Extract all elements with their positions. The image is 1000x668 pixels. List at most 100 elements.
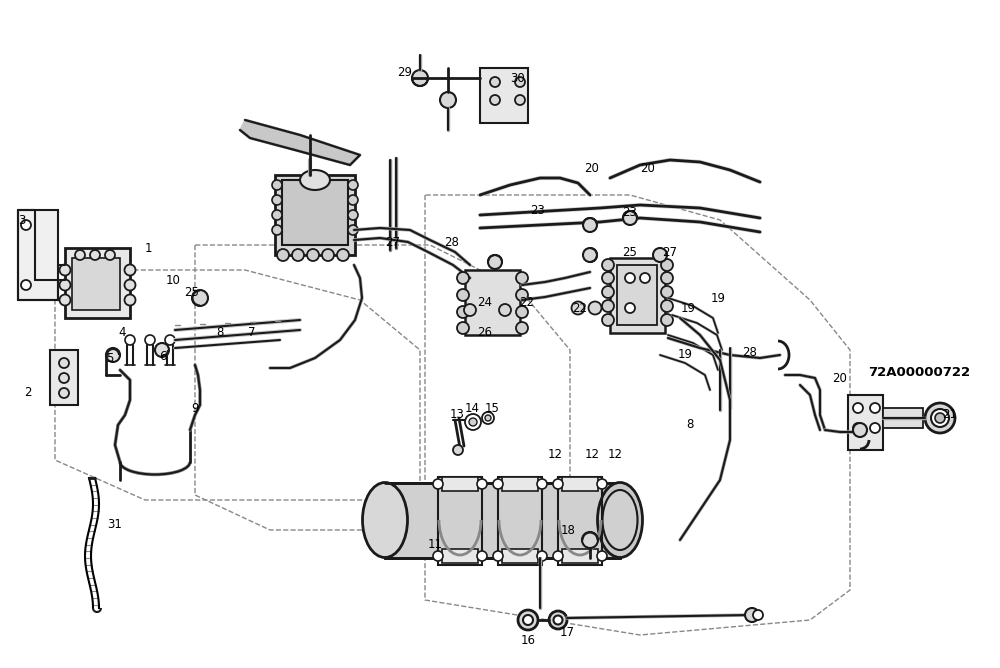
Circle shape [515,77,525,87]
Circle shape [453,445,463,455]
Circle shape [931,409,949,427]
Text: 29: 29 [398,67,413,79]
Bar [72,258,120,310]
Bar [65,248,130,318]
Circle shape [124,265,136,275]
Circle shape [60,279,70,291]
Circle shape [602,272,614,284]
Circle shape [625,273,635,283]
Circle shape [488,255,502,269]
Circle shape [21,280,31,290]
Circle shape [433,479,443,489]
Circle shape [661,314,673,326]
Ellipse shape [362,482,408,558]
Circle shape [515,95,525,105]
Circle shape [537,551,547,561]
Circle shape [277,249,289,261]
Circle shape [753,610,763,620]
Text: 7: 7 [248,325,256,339]
Circle shape [516,272,528,284]
Text: 25: 25 [623,246,637,259]
Text: 28: 28 [743,345,757,359]
Circle shape [457,306,469,318]
Circle shape [661,300,673,312]
Bar [558,477,602,565]
Circle shape [105,250,115,260]
Circle shape [853,423,867,437]
Text: 27: 27 [386,236,400,250]
Circle shape [588,301,602,315]
Circle shape [145,335,155,345]
Bar [502,549,538,563]
Circle shape [853,403,863,413]
Text: 21: 21 [942,409,958,422]
Text: 20: 20 [641,162,655,174]
Bar [498,477,542,565]
Circle shape [516,289,528,301]
Circle shape [661,272,673,284]
Text: 23: 23 [623,206,637,218]
Circle shape [75,250,85,260]
Ellipse shape [300,170,330,190]
Circle shape [602,300,614,312]
Ellipse shape [602,490,638,550]
Circle shape [272,210,282,220]
Circle shape [553,551,563,561]
Bar [610,258,665,333]
Circle shape [60,265,70,275]
Circle shape [348,210,358,220]
Circle shape [348,195,358,205]
Text: 27: 27 [662,246,678,259]
Text: 28: 28 [445,236,459,250]
Text: 10: 10 [166,273,180,287]
Circle shape [493,551,503,561]
Circle shape [925,403,955,433]
Bar [848,395,883,450]
Text: 3: 3 [18,214,26,226]
Circle shape [59,373,69,383]
Circle shape [482,412,494,424]
Text: 6: 6 [159,349,167,363]
Text: 9: 9 [191,401,199,415]
Text: 24: 24 [478,295,492,309]
Circle shape [870,403,880,413]
Text: 23: 23 [531,204,545,216]
Circle shape [322,249,334,261]
Circle shape [523,615,533,625]
Text: 26: 26 [478,325,492,339]
Circle shape [549,611,567,629]
Circle shape [469,418,477,426]
Bar [442,477,478,491]
Circle shape [518,610,538,630]
Circle shape [661,259,673,271]
Circle shape [125,335,135,345]
Circle shape [597,479,607,489]
Circle shape [490,95,500,105]
Text: 72A00000722: 72A00000722 [868,365,970,379]
Text: 12: 12 [584,448,600,462]
Text: 19: 19 [678,349,692,361]
Text: 5: 5 [106,351,114,365]
Circle shape [155,343,169,357]
Circle shape [493,479,503,489]
Text: 12: 12 [548,448,562,462]
Text: 30: 30 [511,71,525,84]
Text: 11: 11 [428,538,442,552]
Circle shape [745,608,759,622]
Text: 14: 14 [464,401,480,415]
Circle shape [477,479,487,489]
Circle shape [272,180,282,190]
Text: 22: 22 [572,301,588,315]
Circle shape [307,249,319,261]
Text: 18: 18 [561,524,575,536]
Circle shape [272,225,282,235]
Circle shape [853,423,863,433]
Circle shape [597,551,607,561]
Circle shape [499,304,511,316]
Circle shape [272,195,282,205]
Bar [442,549,478,563]
Circle shape [490,77,500,87]
Bar [883,408,923,428]
Circle shape [90,250,100,260]
Text: 1: 1 [144,242,152,255]
